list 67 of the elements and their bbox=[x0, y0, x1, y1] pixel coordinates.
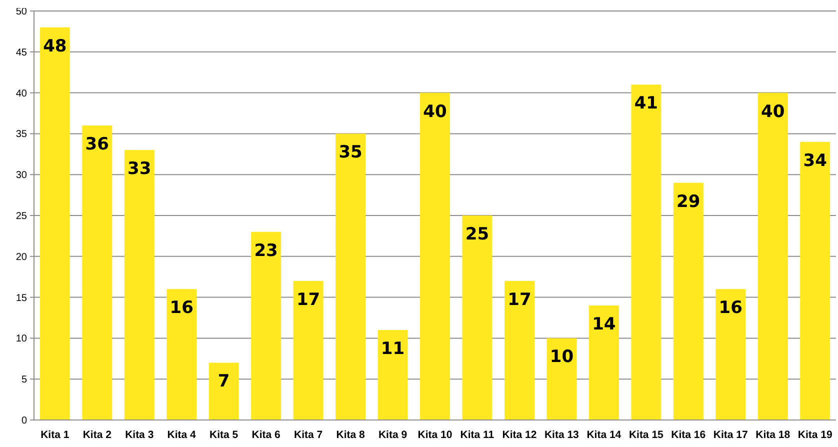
x-tick-label: Kita 19 bbox=[798, 429, 832, 441]
x-tick-label: Kita 3 bbox=[125, 429, 154, 441]
y-tick-label: 25 bbox=[16, 211, 28, 222]
data-label: 17 bbox=[508, 290, 532, 310]
y-tick-label: 45 bbox=[16, 47, 28, 58]
data-label: 16 bbox=[718, 298, 742, 318]
bar bbox=[631, 84, 662, 420]
y-tick-label: 5 bbox=[21, 374, 28, 386]
bar bbox=[504, 280, 534, 420]
bar bbox=[82, 126, 112, 420]
y-tick-label: 15 bbox=[16, 292, 28, 304]
x-tick-label: Kita 5 bbox=[210, 429, 238, 441]
bar bbox=[673, 182, 704, 420]
x-tick-label: Kita 1 bbox=[40, 429, 70, 441]
bar bbox=[293, 280, 324, 420]
x-tick-label: Kita 18 bbox=[756, 429, 790, 441]
y-tick-label: 35 bbox=[16, 129, 28, 140]
data-label: 17 bbox=[296, 290, 320, 310]
data-label: 40 bbox=[761, 102, 785, 122]
x-tick-label: Kita 7 bbox=[294, 429, 323, 441]
x-tick-label: Kita 10 bbox=[418, 429, 452, 441]
x-tick-label: Kita 9 bbox=[378, 429, 408, 441]
x-tick-label: Kita 2 bbox=[82, 429, 112, 441]
data-label: 10 bbox=[550, 347, 574, 368]
bar bbox=[462, 216, 492, 420]
bar bbox=[588, 305, 619, 420]
bar bbox=[336, 134, 366, 420]
bar bbox=[40, 27, 70, 420]
data-label: 35 bbox=[338, 142, 362, 163]
data-label: 41 bbox=[634, 94, 658, 114]
data-label: 40 bbox=[423, 102, 447, 122]
y-tick-label: 40 bbox=[16, 88, 28, 100]
data-label: 36 bbox=[85, 134, 109, 155]
x-tick-label: Kita 4 bbox=[167, 429, 196, 441]
x-tick-label: Kita 12 bbox=[502, 429, 537, 441]
data-label: 25 bbox=[465, 224, 490, 244]
y-tick-label: 30 bbox=[16, 170, 28, 182]
bar bbox=[546, 338, 577, 420]
data-label: 33 bbox=[128, 159, 152, 180]
data-label: 16 bbox=[170, 298, 194, 318]
x-tick-label: Kita 8 bbox=[336, 429, 365, 441]
data-label: 7 bbox=[218, 372, 230, 392]
x-tick-label: Kita 13 bbox=[544, 429, 580, 441]
data-label: 14 bbox=[592, 314, 616, 334]
x-tick-label: Kita 6 bbox=[252, 429, 281, 441]
bar bbox=[378, 330, 408, 420]
y-tick-label: 0 bbox=[21, 416, 28, 426]
data-label: 34 bbox=[803, 150, 828, 171]
x-tick-label: Kita 14 bbox=[586, 429, 622, 441]
x-tick-label: Kita 11 bbox=[460, 429, 494, 441]
bar bbox=[800, 142, 830, 420]
bar bbox=[124, 150, 154, 420]
x-tick-label: Kita 15 bbox=[628, 429, 664, 441]
bar bbox=[208, 362, 239, 420]
data-label: 23 bbox=[254, 240, 278, 261]
bar bbox=[251, 232, 282, 420]
data-label: 11 bbox=[380, 339, 405, 360]
bar bbox=[166, 289, 197, 420]
y-tick-label: 20 bbox=[16, 252, 28, 263]
bar bbox=[758, 92, 788, 420]
bar bbox=[420, 92, 450, 420]
data-label: 48 bbox=[43, 36, 67, 56]
x-tick-label: Kita 16 bbox=[671, 429, 706, 441]
x-tick-label: Kita 17 bbox=[713, 429, 748, 441]
bar bbox=[716, 289, 746, 420]
y-tick-label: 10 bbox=[16, 334, 28, 345]
data-label: 29 bbox=[676, 192, 700, 212]
